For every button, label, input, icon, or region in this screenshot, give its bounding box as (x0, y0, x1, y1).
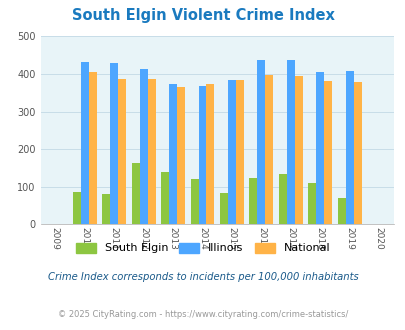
Bar (110, 63, 118, 224)
Bar (190, 179, 198, 224)
Text: Crime Index corresponds to incidents per 100,000 inhabitants: Crime Index corresponds to incidents per… (47, 272, 358, 282)
Text: © 2025 CityRating.com - https://www.cityrating.com/crime-statistics/: © 2025 CityRating.com - https://www.city… (58, 310, 347, 319)
Bar (131, 163, 139, 224)
Bar (294, 76, 302, 224)
Bar (345, 71, 353, 224)
Bar (72, 192, 81, 224)
Bar (89, 72, 96, 224)
Bar (257, 60, 265, 224)
Bar (337, 198, 345, 224)
Bar (249, 178, 257, 224)
Bar (227, 80, 235, 224)
Bar (118, 79, 126, 224)
Bar (278, 174, 286, 224)
Bar (206, 84, 214, 224)
Bar (324, 82, 331, 224)
Bar (307, 183, 315, 224)
Bar (353, 82, 361, 224)
Bar (81, 61, 89, 224)
Bar (147, 79, 155, 224)
Bar (235, 80, 243, 224)
Legend: South Elgin, Illinois, National: South Elgin, Illinois, National (71, 238, 334, 258)
Bar (168, 84, 177, 224)
Bar (265, 75, 273, 224)
Bar (220, 193, 227, 224)
Bar (161, 173, 168, 224)
Bar (198, 86, 206, 224)
Bar (286, 60, 294, 224)
Text: South Elgin Violent Crime Index: South Elgin Violent Crime Index (71, 8, 334, 23)
Bar (177, 87, 185, 224)
Bar (139, 69, 147, 224)
Bar (102, 194, 110, 224)
Bar (315, 72, 324, 224)
